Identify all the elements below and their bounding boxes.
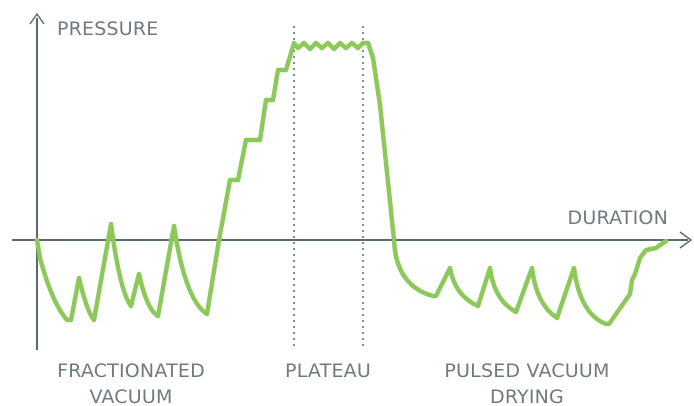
x-axis-arrow-icon: [679, 231, 693, 249]
pressure-curve: [34, 40, 669, 327]
x-axis-label: DURATION: [568, 207, 668, 229]
pulsed-vacuum-drying-label-line2: DRYING: [490, 386, 564, 406]
pulsed-vacuum-drying-label-line1: PULSED VACUUM: [444, 360, 609, 382]
fractionated-vacuum-label-line1: FRACTIONATED: [57, 360, 205, 382]
fractionated-vacuum-label-line2: VACUUM: [89, 386, 172, 406]
y-axis-arrow-icon: [29, 12, 45, 25]
y-axis-label: PRESSURE: [57, 18, 159, 40]
plateau-label: PLATEAU: [285, 360, 371, 382]
